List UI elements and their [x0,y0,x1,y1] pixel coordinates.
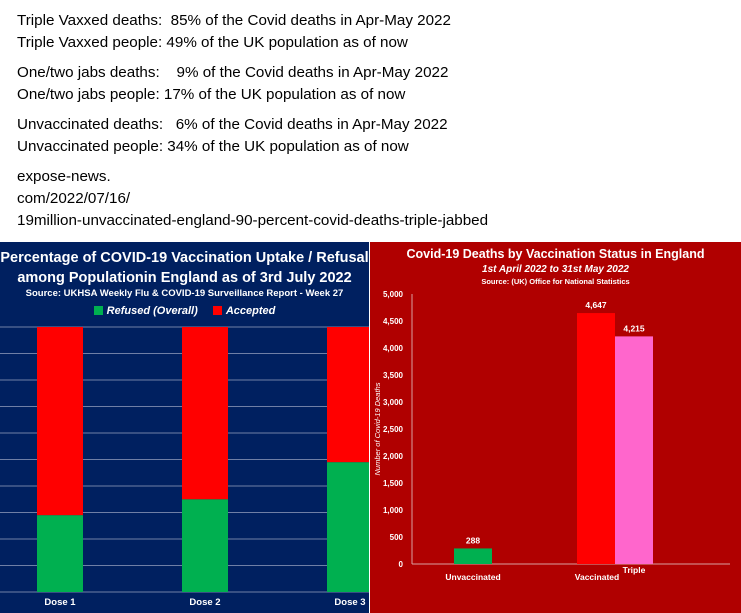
bar-segment [327,327,369,463]
bar [577,313,615,564]
bar-segment [37,515,83,592]
value-label: 4,215 [623,323,645,333]
y-tick-label: 500 [390,533,404,542]
title-line: among Populationin England as of 3rd Jul… [17,270,352,286]
text-line: Triple Vaxxed deaths: 85% of the Covid d… [17,12,451,29]
x-tick-label: Triple [623,565,646,575]
value-label: 288 [466,535,480,545]
deaths-chart-subtitle: 1st April 2022 to 31st May 2022 [482,264,629,275]
bar-segment [327,462,369,592]
x-tick-label: Vaccinated [575,572,619,582]
legend-swatch [93,306,103,315]
y-tick-label: 1,500 [383,479,404,488]
text-line: Triple Vaxxed people: 49% of the UK popu… [17,34,408,51]
url-line[interactable]: com/2022/07/16/ [17,190,131,207]
unvax-paragraph: Unvaccinated deaths: 6% of the Covid dea… [17,114,717,158]
legend-label: Accepted [225,305,276,317]
text-line: Unvaccinated deaths: 6% of the Covid dea… [17,116,448,133]
text-line: One/two jabs deaths: 9% of the Covid dea… [17,64,449,81]
y-tick-label: 1,000 [383,506,404,515]
text-line: Unvaccinated people: 34% of the UK popul… [17,138,409,155]
uptake-chart-title: Percentage of COVID-19 Vaccination Uptak… [0,248,369,288]
y-tick-label: 3,000 [383,398,404,407]
panel-divider [369,242,370,613]
legend-item-accepted: Accepted [212,305,276,317]
y-tick-label: 3,500 [383,371,404,380]
bar-segment [37,327,83,516]
deaths-chart-plot: 0 500 1,000 1,500 2,000 2,500 3,000 3,500 4,000 4… [373,290,730,582]
bar-segment [182,327,228,500]
uptake-chart-panel: Percentage of COVID-19 Vaccination Uptak… [0,242,369,613]
uptake-chart-source: Source: UKHSA Weekly Flu & COVID-19 Surv… [25,288,344,299]
y-axis-label: Number of Covid-19 Deaths [373,382,382,475]
bar [454,548,492,564]
deaths-chart-panel: Covid-19 Deaths by Vaccination Status in… [370,242,741,613]
x-tick-label: Unvaccinated [445,572,500,582]
post-text: Triple Vaxxed deaths: 85% of the Covid d… [17,10,717,240]
y-tick-label: 2,000 [383,452,404,461]
onetwo-paragraph: One/two jabs deaths: 9% of the Covid dea… [17,62,717,106]
title-line: Percentage of COVID-19 Vaccination Uptak… [0,250,369,266]
bar-segment [182,499,228,592]
y-tick-label: 4,500 [383,317,404,326]
text-line: One/two jabs people: 17% of the UK popul… [17,86,406,103]
y-tick-label: 4,000 [383,344,404,353]
bar [615,336,653,564]
value-label: 4,647 [585,300,607,310]
deaths-chart-title: Covid-19 Deaths by Vaccination Status in… [406,247,705,261]
y-tick-label: 5,000 [383,290,404,299]
deaths-chart-source: Source: (UK) Office for National Statist… [481,277,630,286]
triple-paragraph: Triple Vaxxed deaths: 85% of the Covid d… [17,10,717,54]
legend-item-refused: Refused (Overall) [93,305,198,317]
x-tick-label: Dose 1 [44,597,76,608]
x-tick-label: Dose 2 [189,597,220,608]
uptake-chart-plot: Dose 1 Dose 2 Dose 3 [0,326,369,608]
uptake-chart-legend: Refused (Overall) Accepted [0,305,369,317]
url-line[interactable]: 19million-unvaccinated-england-90-percen… [17,212,489,229]
url-line[interactable]: expose-news. [17,168,111,185]
legend-swatch [212,306,222,315]
x-tick-label: Dose 3 [334,597,365,608]
legend-label: Refused (Overall) [106,305,198,317]
y-tick-label: 0 [399,560,404,569]
source-url[interactable]: expose-news. com/2022/07/16/ 19million-u… [17,166,717,232]
y-tick-label: 2,500 [383,425,404,434]
